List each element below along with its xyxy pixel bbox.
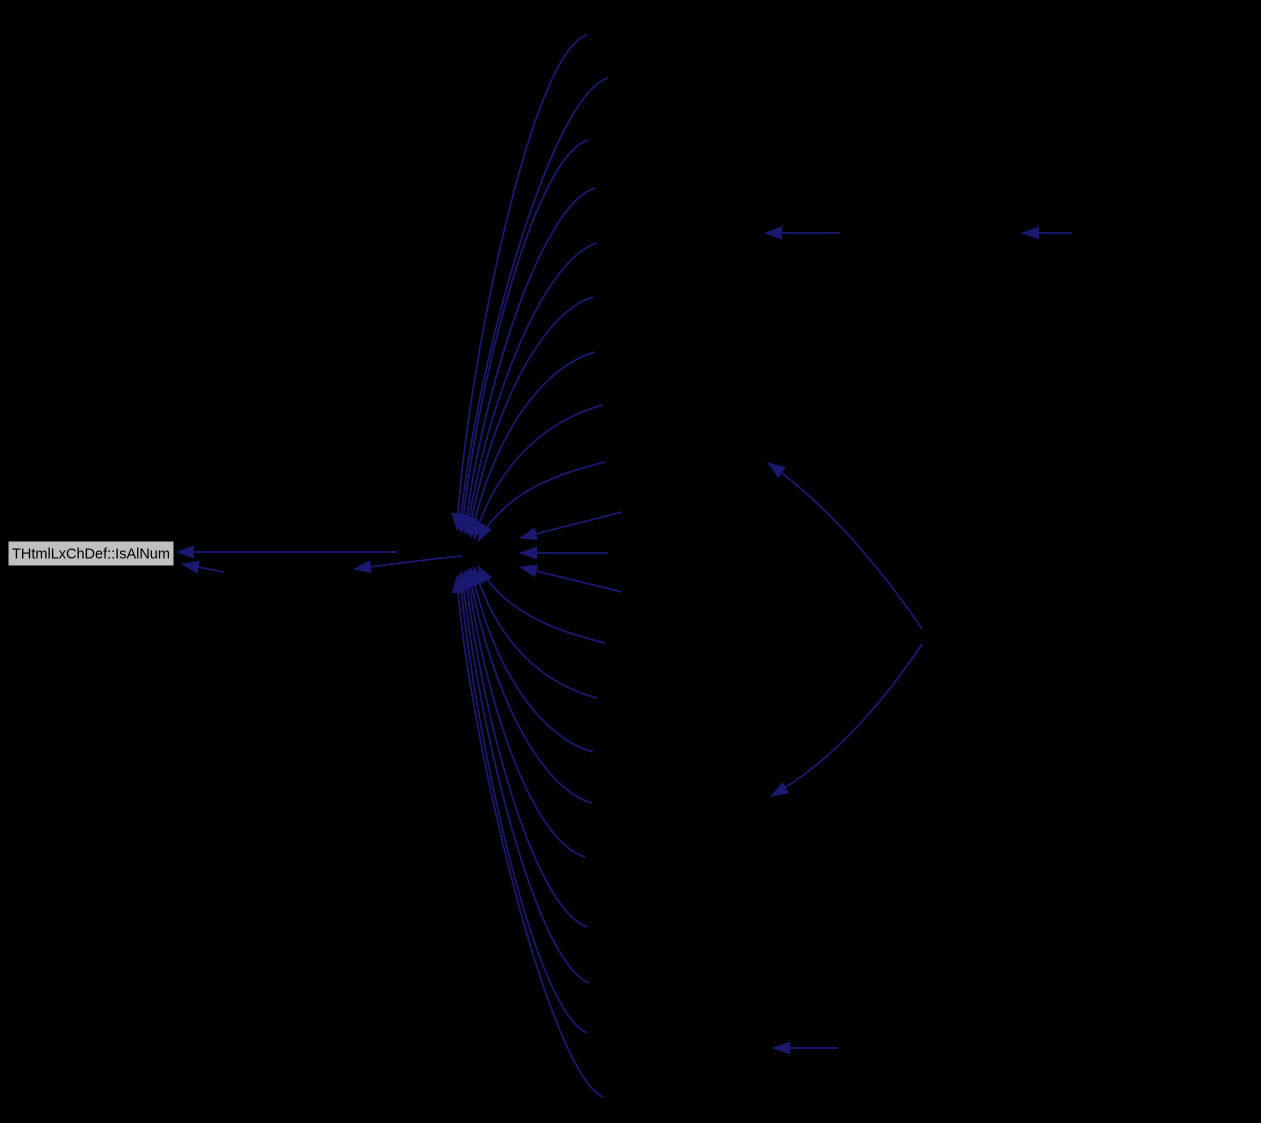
function-node: THtmlLxChDef::IsAlNum <box>7 540 175 567</box>
call-edge-fan-lower <box>451 575 604 1098</box>
call-edge-fan-upper <box>472 404 604 540</box>
call-edge-hub-to-left <box>353 555 463 574</box>
call-edge-right-side <box>770 643 923 797</box>
call-edge-fan-lower <box>477 565 606 644</box>
call-edge-fan-lower <box>457 571 590 984</box>
call-edge-hub-straight <box>519 564 623 593</box>
call-edge-fan-upper <box>462 242 598 535</box>
call-edge-into-current-node <box>181 560 225 574</box>
call-edge-fan-lower <box>454 573 588 1034</box>
call-edge-fan-lower <box>460 570 588 928</box>
call-edge-fan-upper <box>451 34 588 531</box>
call-edge-fan-upper <box>460 187 596 534</box>
call-edge-fan-lower <box>472 566 598 699</box>
function-node-box <box>7 540 175 567</box>
call-edge-fan-upper <box>454 77 609 532</box>
call-edge-right-side <box>767 462 923 630</box>
function-node-label: THtmlLxChDef::IsAlNum <box>12 547 170 563</box>
call-edge-fan-upper <box>468 351 596 538</box>
call-edge-fan-upper <box>465 296 594 536</box>
call-edge-fan-upper <box>457 139 589 533</box>
call-edge-fan-lower <box>468 567 594 753</box>
call-edge-fan-upper <box>477 461 606 542</box>
edges-layer <box>176 34 1072 1098</box>
call-edge-fan-lower <box>465 568 593 804</box>
call-edge-fan-lower <box>462 569 586 858</box>
call-edge-hub-straight <box>519 511 623 541</box>
